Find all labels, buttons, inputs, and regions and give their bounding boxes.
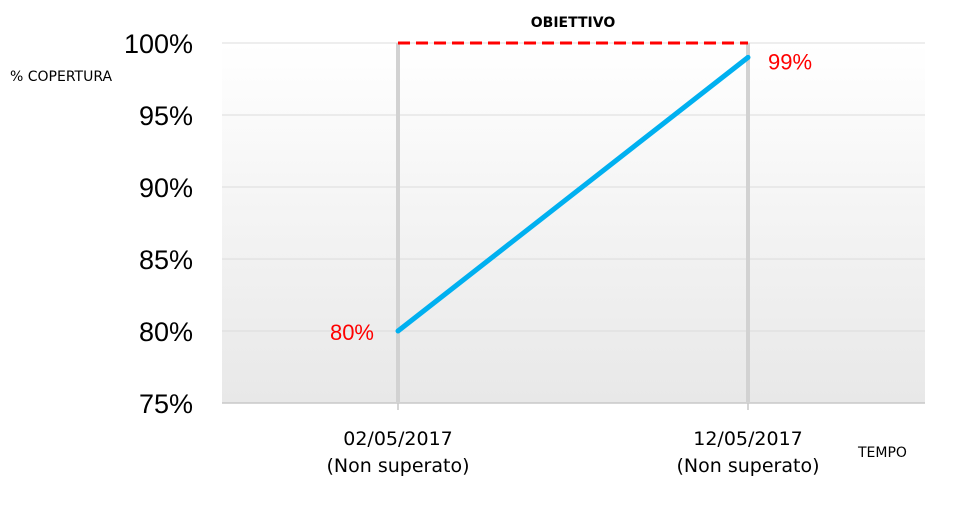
- target-label: OBIETTIVO: [531, 15, 616, 31]
- plot-area: [222, 43, 925, 403]
- y-axis-label: % COPERTURA: [10, 69, 113, 85]
- x-tick-labels: 02/05/2017 (Non superato) 12/05/2017 (Non s…: [327, 428, 820, 477]
- series-group: [395, 54, 751, 334]
- x-tick-label: (Non superato): [327, 455, 470, 477]
- target-line-group: OBIETTIVO: [398, 15, 748, 45]
- y-tick-label: 90%: [139, 173, 193, 203]
- data-label: 80%: [330, 320, 374, 345]
- data-labels: 80% 99%: [330, 49, 812, 345]
- x-axis-label: TEMPO: [857, 445, 907, 461]
- data-label: 99%: [768, 49, 812, 74]
- y-tick-label: 85%: [139, 245, 193, 275]
- y-tick-label: 95%: [139, 101, 193, 131]
- x-tick-label: 12/05/2017: [693, 428, 803, 450]
- y-tick-label: 80%: [139, 317, 193, 347]
- y-tick-labels: 75% 80% 85% 90% 95% 100%: [124, 29, 193, 419]
- gridlines: [222, 42, 925, 410]
- series-line: [395, 54, 751, 334]
- y-tick-label: 75%: [139, 389, 193, 419]
- y-tick-label: 100%: [124, 29, 193, 59]
- x-tick-label: (Non superato): [677, 455, 820, 477]
- x-tick-label: 02/05/2017: [343, 428, 453, 450]
